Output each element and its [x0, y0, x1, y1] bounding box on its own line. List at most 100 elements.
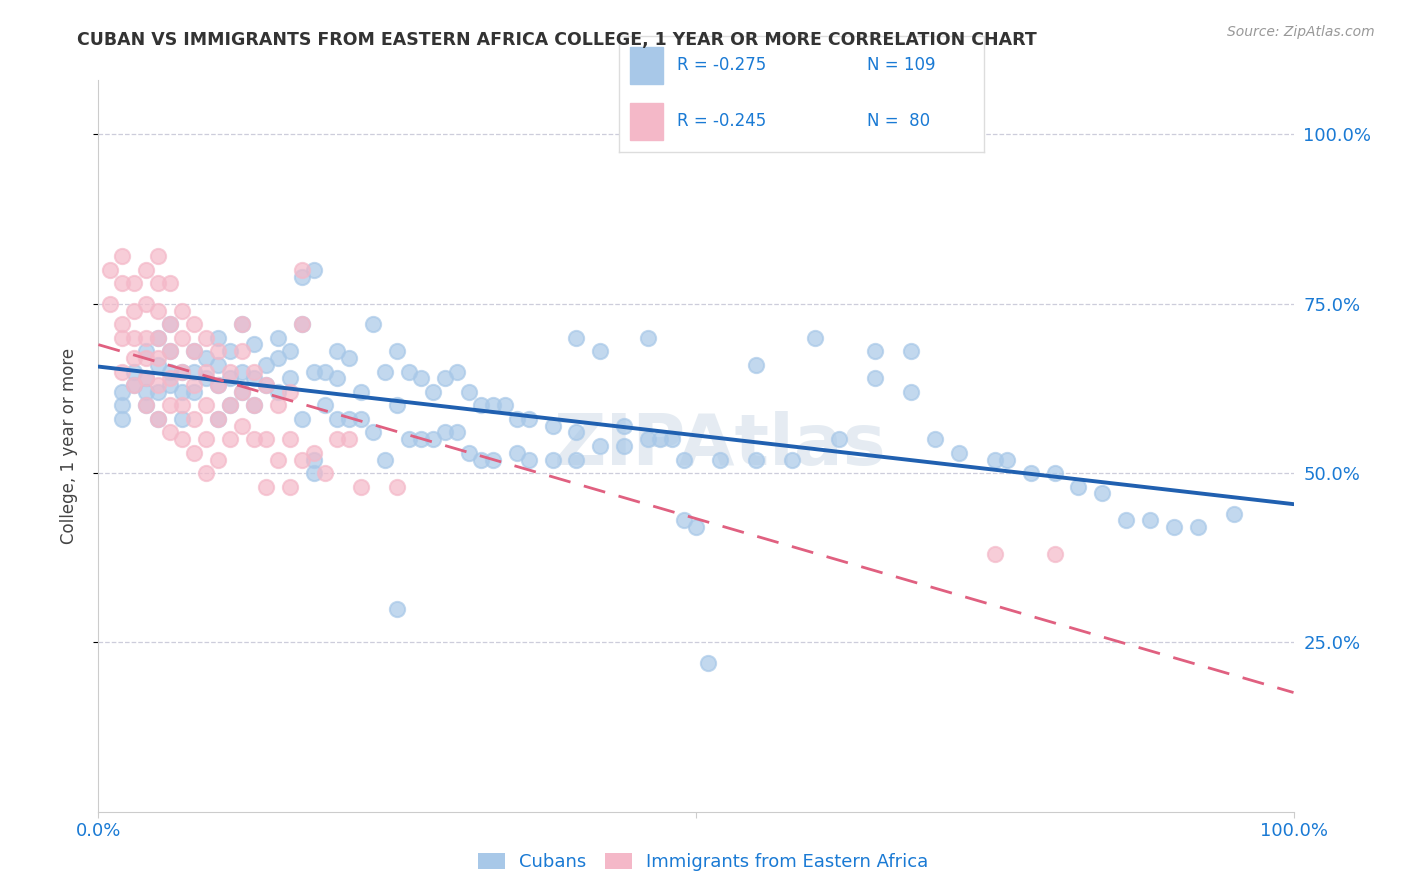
Point: [517, 452, 540, 467]
Point: [995, 452, 1018, 467]
Point: [1223, 507, 1246, 521]
Point: [135, 297, 157, 311]
Point: [865, 371, 887, 385]
Point: [398, 432, 420, 446]
Point: [326, 344, 349, 359]
Point: [315, 364, 337, 378]
Point: [159, 371, 181, 385]
Point: [254, 480, 277, 494]
Point: [231, 344, 253, 359]
Point: [613, 418, 636, 433]
Point: [865, 344, 887, 359]
Bar: [630, 103, 662, 140]
Point: [159, 277, 181, 291]
Point: [745, 452, 768, 467]
Point: [195, 466, 218, 480]
Point: [124, 331, 146, 345]
Point: [207, 344, 229, 359]
Point: [135, 398, 157, 412]
Point: [243, 371, 266, 385]
Point: [1139, 514, 1161, 528]
Point: [291, 269, 314, 284]
Point: [148, 249, 170, 263]
Point: [243, 398, 266, 412]
Point: [385, 398, 409, 412]
Point: [148, 412, 170, 426]
Point: [517, 412, 540, 426]
Point: [434, 425, 457, 440]
Point: [231, 364, 253, 378]
Point: [124, 351, 146, 365]
Point: [135, 371, 157, 385]
Point: [172, 412, 194, 426]
Point: [494, 398, 516, 412]
Point: [159, 398, 181, 412]
Point: [385, 344, 409, 359]
Point: [148, 277, 170, 291]
Point: [339, 351, 361, 365]
Point: [207, 412, 229, 426]
Point: [411, 432, 433, 446]
Point: [350, 480, 373, 494]
Point: [135, 331, 157, 345]
Point: [697, 656, 720, 670]
Point: [302, 263, 325, 277]
Point: [278, 344, 301, 359]
Point: [243, 364, 266, 378]
Point: [111, 317, 134, 331]
Point: [135, 263, 157, 277]
Point: [207, 378, 229, 392]
Point: [1163, 520, 1185, 534]
Point: [637, 432, 659, 446]
Point: [231, 418, 253, 433]
Point: [219, 432, 242, 446]
Point: [207, 331, 229, 345]
Point: [124, 303, 146, 318]
Point: [148, 378, 170, 392]
Point: [172, 432, 194, 446]
Point: [172, 364, 194, 378]
Point: [98, 263, 122, 277]
Point: [673, 514, 696, 528]
Point: [111, 249, 134, 263]
Point: [148, 358, 170, 372]
Point: [267, 398, 290, 412]
Point: [302, 446, 325, 460]
Point: [111, 364, 134, 378]
Point: [183, 384, 205, 399]
Point: [745, 358, 768, 372]
Point: [984, 547, 1007, 561]
Point: [159, 378, 181, 392]
Point: [780, 452, 803, 467]
Point: [385, 480, 409, 494]
Point: [648, 432, 672, 446]
Text: CUBAN VS IMMIGRANTS FROM EASTERN AFRICA COLLEGE, 1 YEAR OR MORE CORRELATION CHAR: CUBAN VS IMMIGRANTS FROM EASTERN AFRICA …: [77, 31, 1038, 49]
Point: [470, 398, 492, 412]
Point: [124, 378, 146, 392]
Point: [195, 398, 218, 412]
Point: [195, 371, 218, 385]
Text: R = -0.275: R = -0.275: [678, 56, 766, 74]
Point: [565, 331, 588, 345]
Point: [267, 331, 290, 345]
Point: [267, 351, 290, 365]
Text: N =  80: N = 80: [868, 112, 931, 130]
Point: [159, 364, 181, 378]
Legend: Cubans, Immigrants from Eastern Africa: Cubans, Immigrants from Eastern Africa: [471, 846, 935, 879]
Y-axis label: College, 1 year or more: College, 1 year or more: [59, 348, 77, 544]
Point: [254, 358, 277, 372]
Point: [1043, 466, 1066, 480]
Point: [219, 371, 242, 385]
Point: [458, 446, 481, 460]
Point: [709, 452, 731, 467]
Point: [148, 384, 170, 399]
Point: [326, 412, 349, 426]
Point: [148, 412, 170, 426]
Point: [219, 398, 242, 412]
Point: [135, 384, 157, 399]
Point: [219, 398, 242, 412]
Text: R = -0.245: R = -0.245: [678, 112, 766, 130]
Point: [1043, 547, 1066, 561]
Point: [207, 378, 229, 392]
Point: [148, 331, 170, 345]
